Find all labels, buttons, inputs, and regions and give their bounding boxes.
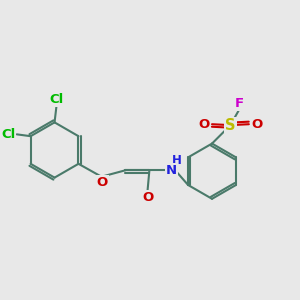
Text: O: O — [142, 191, 153, 204]
Text: O: O — [97, 176, 108, 189]
Text: S: S — [225, 118, 236, 133]
Text: F: F — [235, 98, 244, 110]
Text: O: O — [198, 118, 209, 131]
Text: N: N — [166, 164, 177, 177]
Text: O: O — [251, 118, 263, 131]
Text: H: H — [172, 154, 182, 166]
Text: Cl: Cl — [49, 93, 64, 106]
Text: Cl: Cl — [2, 128, 16, 141]
